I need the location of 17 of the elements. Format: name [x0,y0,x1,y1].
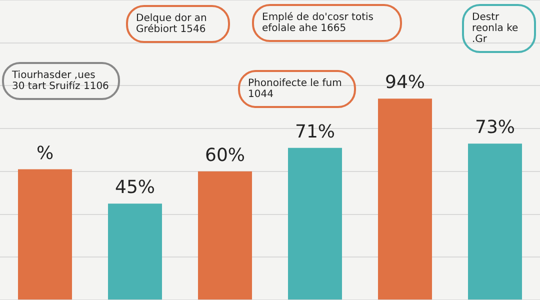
bar [108,204,162,300]
data-label: 45% [114,177,156,198]
annotation: Phonoifecte le fum 1044 [238,70,356,108]
annotation: Delque dor an Grébiort 1546 [126,5,230,43]
bar [468,144,522,300]
data-label: % [36,142,54,164]
data-label: 73% [474,117,516,138]
data-label: 94% [384,72,426,94]
annotation: Tiourhasder ,ues 30 tart Sruifíz 1106 [2,62,120,100]
bar [288,148,342,300]
bar [198,171,252,300]
annotation: Emplé de do'cosr totis efolale ahe 1665 [252,4,402,42]
bar [378,98,432,300]
bar [18,169,72,300]
data-label: 60% [204,145,246,166]
annotation: Destr reonla ke .Gr [462,4,536,53]
data-label: 71% [294,122,336,143]
